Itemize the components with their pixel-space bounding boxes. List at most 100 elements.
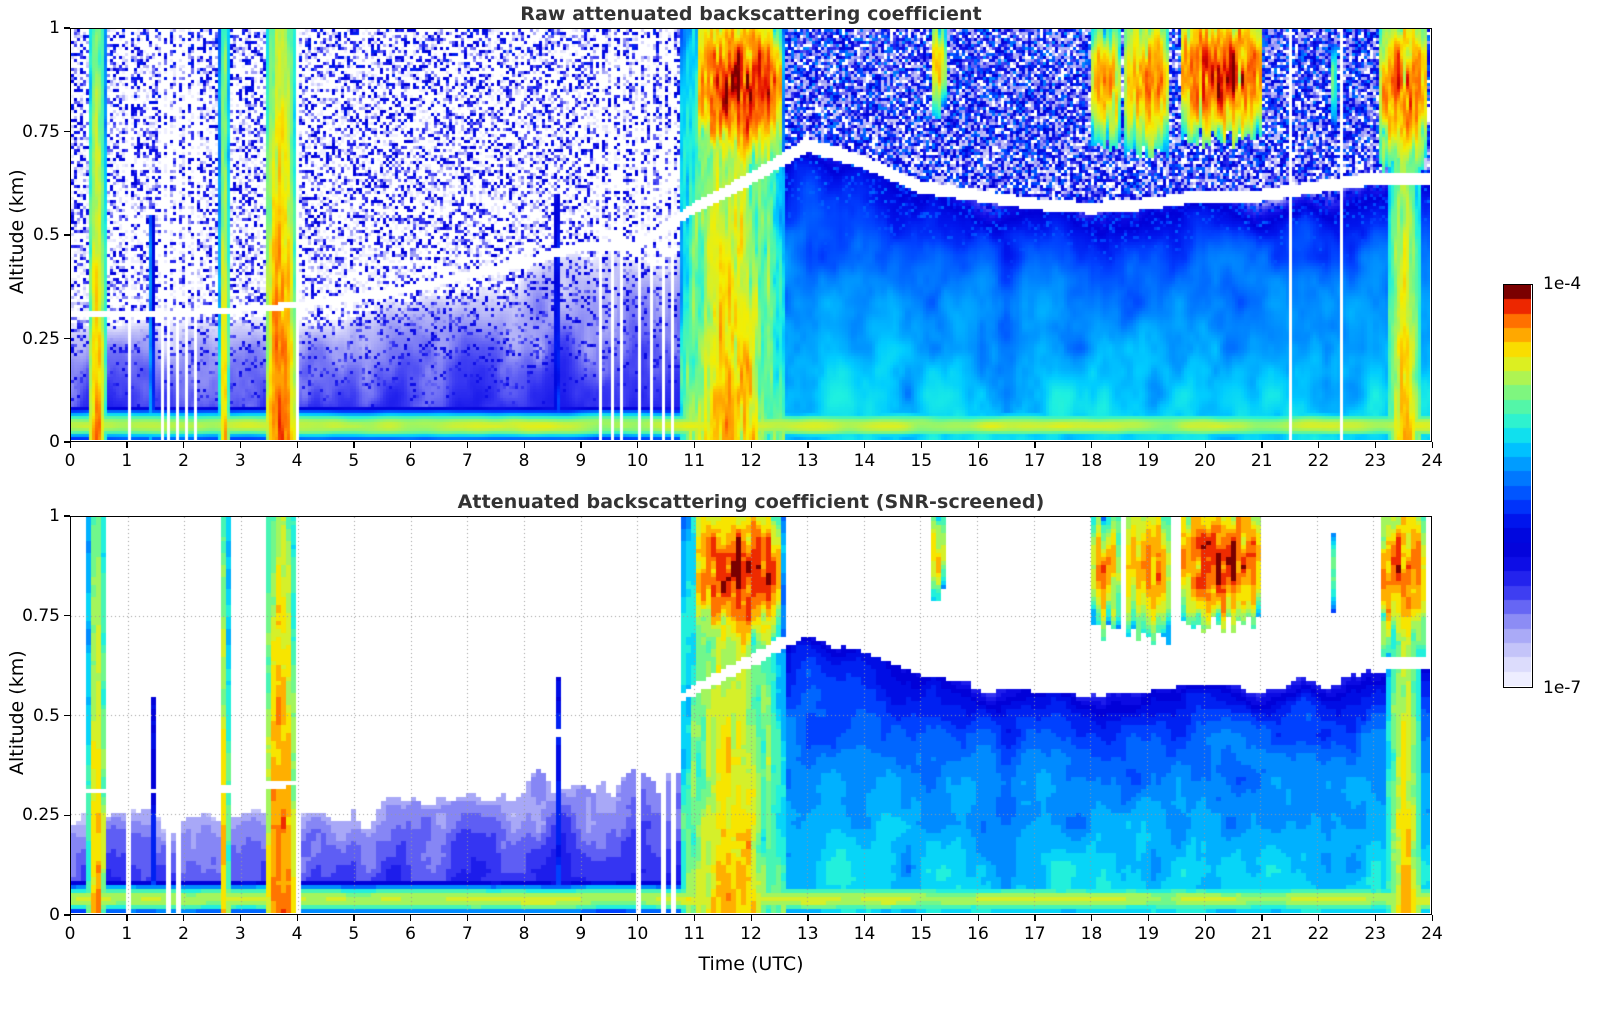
x-tick-label: 8 bbox=[518, 924, 530, 944]
x-tick-label: 18 bbox=[1080, 924, 1103, 944]
x-tickmark bbox=[126, 915, 128, 921]
heatmap-raw bbox=[71, 29, 1430, 440]
x-tick-label: 21 bbox=[1250, 451, 1273, 471]
x-tickmark bbox=[580, 442, 582, 448]
x-tick-label: 23 bbox=[1364, 451, 1387, 471]
x-tick-label: 2 bbox=[178, 451, 189, 471]
x-tick-label: 22 bbox=[1307, 451, 1330, 471]
x-tick-label: 5 bbox=[348, 924, 360, 944]
x-tick-label: 2 bbox=[178, 924, 189, 944]
x-tickmark bbox=[693, 442, 696, 448]
x-tickmark bbox=[750, 915, 752, 921]
y-tick-label: 0 bbox=[49, 432, 60, 452]
x-tick-label: 19 bbox=[1137, 451, 1160, 471]
heatmap-screened bbox=[71, 517, 1430, 913]
colorbar-tick-label: 1e-7 bbox=[1543, 678, 1582, 698]
y-tick-label: 0.25 bbox=[22, 328, 60, 349]
x-tickmark bbox=[920, 442, 923, 448]
y-tickmark bbox=[64, 441, 70, 443]
x-tickmark bbox=[864, 442, 866, 448]
x-tick-label: 9 bbox=[575, 451, 587, 471]
x-tick-label: 22 bbox=[1307, 924, 1330, 944]
x-tick-label: 0 bbox=[64, 451, 76, 471]
y-axis-title: Altitude (km) bbox=[6, 649, 28, 775]
x-tickmark bbox=[410, 915, 412, 921]
x-tick-label: 17 bbox=[1023, 451, 1046, 471]
x-tickmark bbox=[239, 915, 242, 921]
x-tick-label: 15 bbox=[910, 924, 933, 944]
x-tickmark bbox=[864, 915, 866, 921]
colorbar-gradient bbox=[1504, 285, 1531, 686]
x-tick-label: 18 bbox=[1080, 451, 1103, 471]
x-tickmark bbox=[126, 442, 128, 448]
x-axis-title: Time (UTC) bbox=[698, 953, 804, 975]
x-tickmark bbox=[1318, 442, 1320, 448]
x-tickmark bbox=[1147, 915, 1150, 921]
y-tickmark bbox=[64, 814, 70, 816]
x-tickmark bbox=[410, 442, 412, 448]
x-tickmark bbox=[523, 915, 525, 921]
y-tick-label: 1 bbox=[49, 506, 60, 526]
x-tickmark bbox=[1091, 915, 1093, 921]
y-tick-label: 0.5 bbox=[32, 705, 60, 726]
y-tick-label: 0.75 bbox=[22, 605, 60, 626]
y-tickmark bbox=[64, 130, 70, 133]
x-tickmark bbox=[1034, 442, 1036, 448]
x-tick-label: 24 bbox=[1421, 451, 1443, 471]
x-tick-label: 8 bbox=[518, 451, 530, 471]
axes-raw bbox=[70, 28, 1432, 442]
x-tick-label: 11 bbox=[683, 451, 706, 471]
x-tickmark bbox=[466, 442, 469, 448]
x-tick-label: 7 bbox=[461, 924, 473, 944]
x-tick-label: 13 bbox=[796, 924, 819, 944]
x-tickmark bbox=[296, 442, 298, 448]
x-tick-label: 15 bbox=[910, 451, 933, 471]
x-tick-label: 13 bbox=[796, 451, 819, 471]
x-tickmark bbox=[353, 915, 355, 921]
x-tickmark bbox=[977, 442, 979, 448]
x-tick-label: 23 bbox=[1364, 924, 1387, 944]
x-tickmark bbox=[1431, 442, 1433, 448]
x-tickmark bbox=[1374, 442, 1377, 448]
y-tick-label: 0.75 bbox=[22, 121, 60, 142]
x-tick-label: 6 bbox=[405, 451, 416, 471]
axes-screened bbox=[70, 516, 1432, 915]
x-tickmark bbox=[693, 915, 696, 921]
panel-title-screened: Attenuated backscattering coefficient (S… bbox=[457, 491, 1045, 513]
x-tickmark bbox=[1261, 915, 1263, 921]
x-tickmark bbox=[69, 915, 71, 921]
x-tick-label: 4 bbox=[291, 924, 303, 944]
x-tick-label: 21 bbox=[1250, 924, 1273, 944]
x-tick-label: 5 bbox=[348, 451, 360, 471]
x-tickmark bbox=[523, 442, 525, 448]
x-tickmark bbox=[183, 915, 185, 921]
y-tick-label: 0.25 bbox=[22, 805, 60, 826]
x-tick-label: 1 bbox=[121, 924, 133, 944]
x-tickmark bbox=[637, 915, 639, 921]
x-tick-label: 24 bbox=[1421, 924, 1443, 944]
x-tick-label: 20 bbox=[1194, 924, 1216, 944]
x-tickmark bbox=[466, 915, 469, 921]
colorbar-tick-label: 1e-4 bbox=[1543, 274, 1582, 294]
x-tickmark bbox=[296, 915, 298, 921]
x-tick-label: 17 bbox=[1023, 924, 1046, 944]
x-tick-label: 11 bbox=[683, 924, 706, 944]
x-tick-label: 3 bbox=[234, 451, 246, 471]
x-tick-label: 0 bbox=[64, 924, 76, 944]
y-tickmark bbox=[64, 714, 70, 717]
x-tick-label: 16 bbox=[967, 924, 989, 944]
colorbar bbox=[1503, 284, 1533, 688]
x-tickmark bbox=[807, 442, 809, 448]
y-tickmark bbox=[64, 234, 70, 236]
x-tick-label: 16 bbox=[967, 451, 989, 471]
y-tick-label: 1 bbox=[49, 18, 60, 38]
x-tickmark bbox=[1091, 442, 1093, 448]
x-tick-label: 20 bbox=[1194, 451, 1216, 471]
x-tick-label: 4 bbox=[291, 451, 303, 471]
panel-title-raw: Raw attenuated backscattering coefficien… bbox=[520, 3, 982, 25]
x-tickmark bbox=[807, 915, 809, 921]
y-tick-label: 0 bbox=[49, 905, 60, 925]
x-tickmark bbox=[637, 442, 639, 448]
x-tickmark bbox=[1204, 442, 1206, 448]
x-tickmark bbox=[920, 915, 923, 921]
